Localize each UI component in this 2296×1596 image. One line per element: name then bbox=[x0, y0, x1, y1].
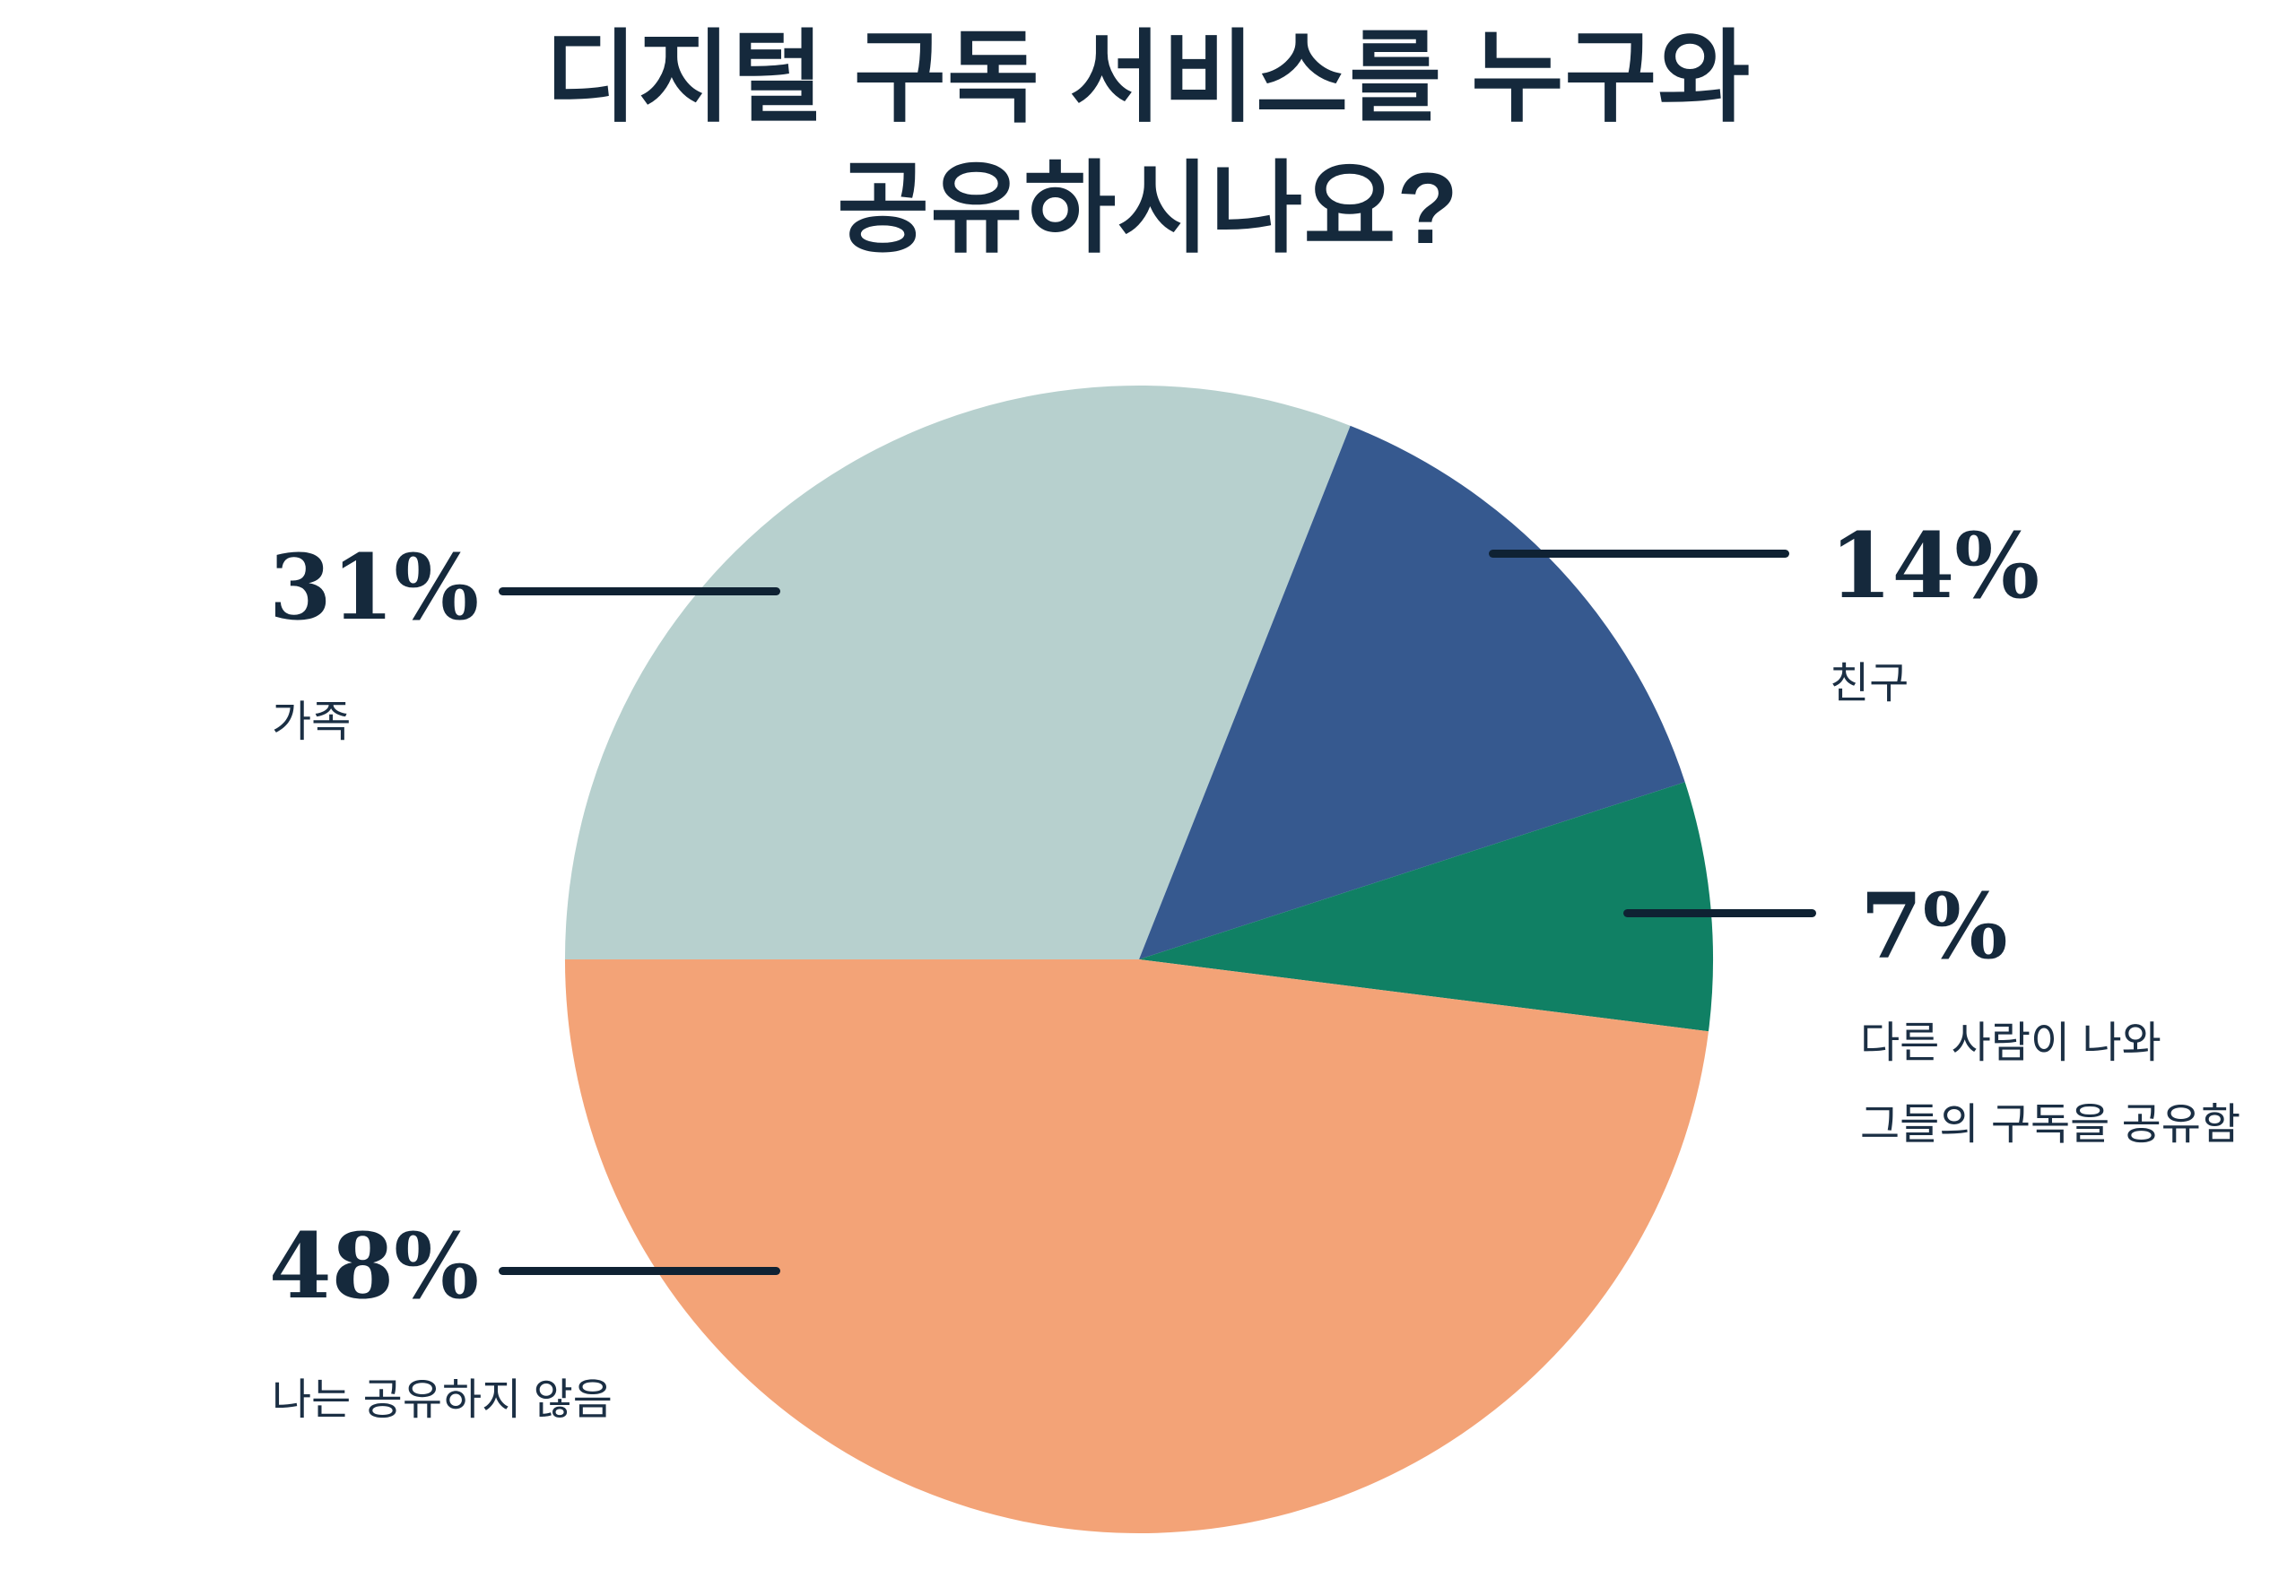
pie-slice-not-sharing bbox=[564, 959, 1709, 1534]
callout-not-sharing-pct: 48% bbox=[269, 1213, 480, 1319]
pie-slice-shared-with-me bbox=[1139, 782, 1714, 1032]
callout-shared-with-me-label: 다른 사람이 나와 그들의 구독을 공유함 bbox=[1860, 1002, 2240, 1166]
chart-title-line-1: 디지털 구독 서비스를 누구와 bbox=[544, 22, 1752, 134]
pie-chart bbox=[564, 385, 1714, 1534]
callout-shared-with-me-pct: 7% bbox=[1860, 873, 2008, 979]
chart-title: 디지털 구독 서비스를 누구와 공유하시나요? bbox=[0, 13, 2296, 273]
leader-line-family bbox=[499, 587, 780, 595]
callout-shared-with-me-label-line-1: 다른 사람이 나와 bbox=[1860, 1019, 2161, 1067]
leader-line-shared-with-me bbox=[1623, 909, 1816, 917]
callout-not-sharing-label: 나는 공유하지 않음 bbox=[272, 1376, 613, 1424]
callout-friends-pct: 14% bbox=[1830, 513, 2040, 619]
callout-family-label: 가족 bbox=[272, 698, 352, 746]
callout-shared-with-me-label-line-2: 그들의 구독을 공유함 bbox=[1860, 1101, 2241, 1149]
callout-family-pct: 31% bbox=[269, 534, 480, 640]
pie-slice-friends bbox=[1139, 425, 1685, 959]
pie-slice-family bbox=[564, 385, 1351, 959]
leader-line-friends bbox=[1489, 550, 1789, 558]
leader-line-not-sharing bbox=[499, 1267, 780, 1275]
callout-friends-label: 친구 bbox=[1830, 660, 1909, 707]
chart-title-line-2: 공유하시나요? bbox=[837, 152, 1459, 265]
